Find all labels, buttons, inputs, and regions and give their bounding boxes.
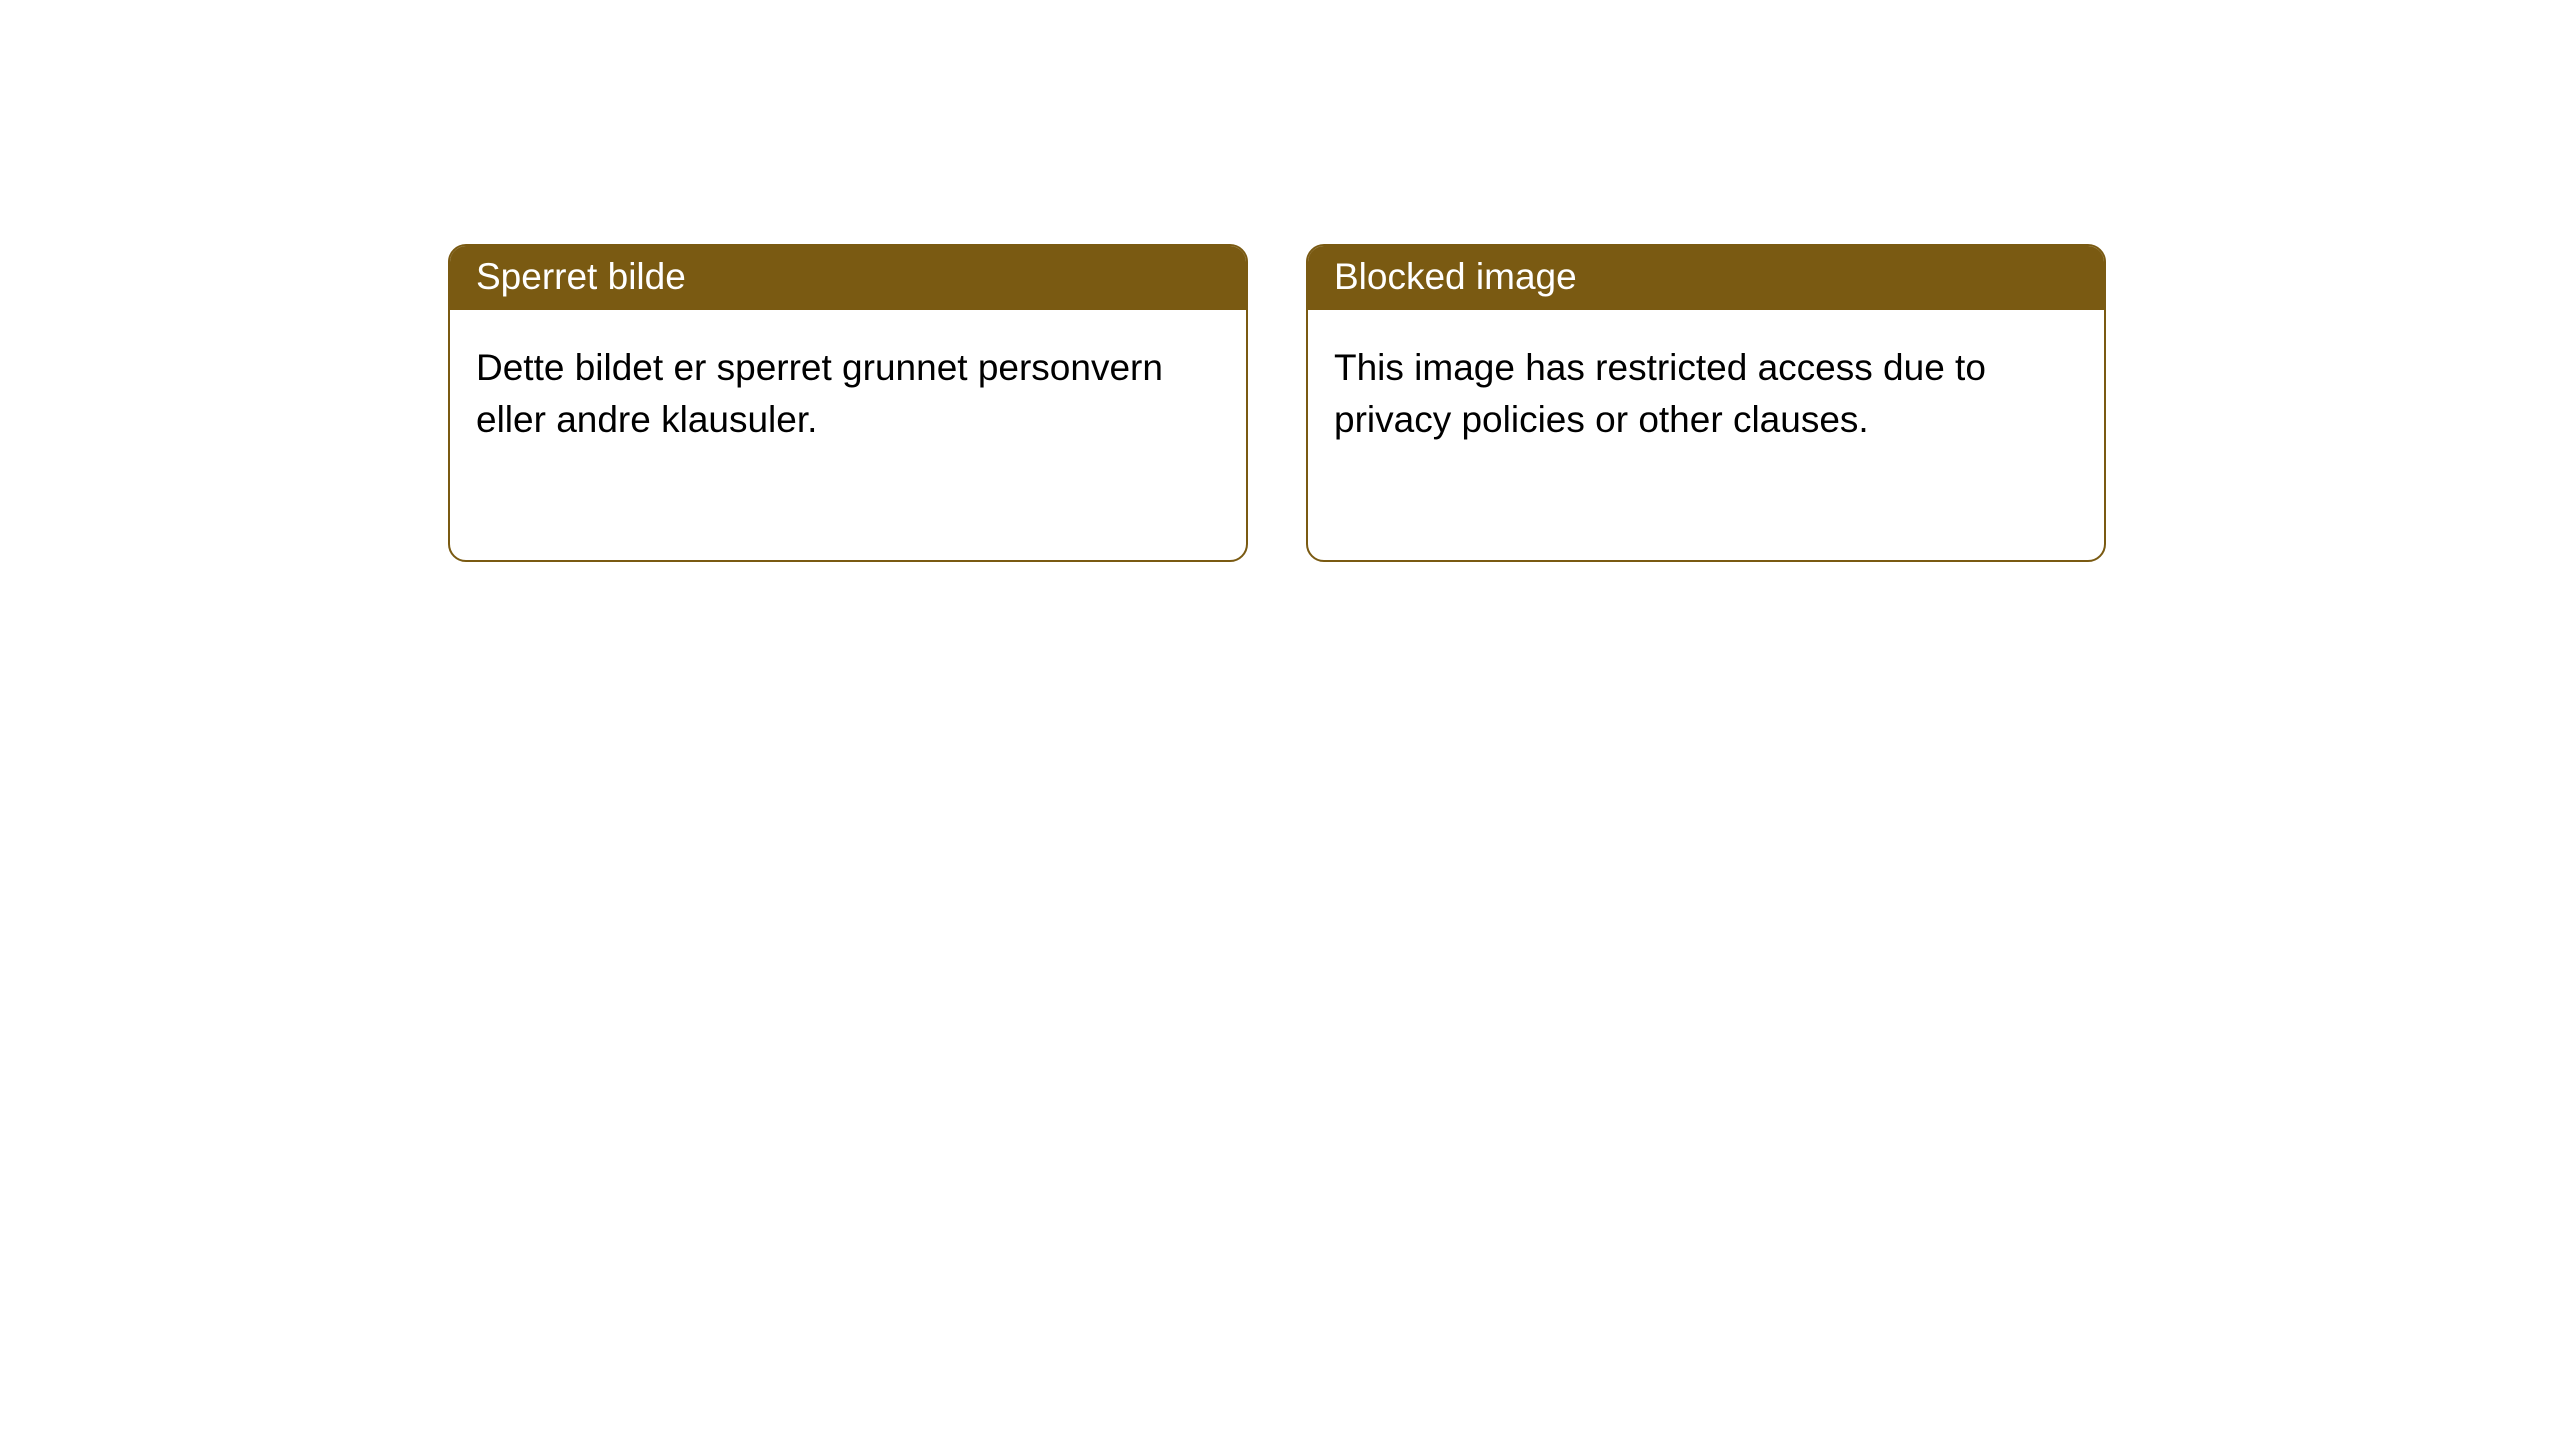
- notice-body-norwegian: Dette bildet er sperret grunnet personve…: [450, 310, 1246, 560]
- notice-title-english: Blocked image: [1308, 246, 2104, 310]
- notice-title-norwegian: Sperret bilde: [450, 246, 1246, 310]
- notice-card-english: Blocked image This image has restricted …: [1306, 244, 2106, 562]
- notice-card-norwegian: Sperret bilde Dette bildet er sperret gr…: [448, 244, 1248, 562]
- notice-container: Sperret bilde Dette bildet er sperret gr…: [0, 0, 2560, 562]
- notice-body-english: This image has restricted access due to …: [1308, 310, 2104, 560]
